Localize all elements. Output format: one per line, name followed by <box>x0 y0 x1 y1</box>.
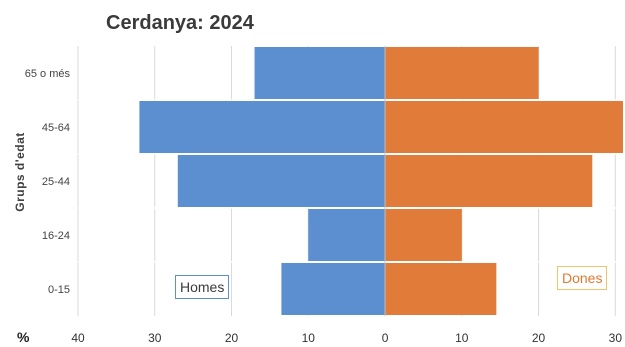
y-tick-label: 25-44 <box>42 176 70 188</box>
legend-dones: Dones <box>557 266 608 290</box>
x-axis-unit-label: % <box>17 329 30 345</box>
x-tick-label: 40 <box>71 331 85 345</box>
y-tick-label: 45-64 <box>42 122 70 134</box>
x-tick-label: 10 <box>455 331 469 345</box>
x-tick-label: 30 <box>609 331 623 345</box>
x-tick-label: 20 <box>532 331 546 345</box>
bar-homes <box>254 47 386 99</box>
x-tick-label: 0 <box>382 331 389 345</box>
bar-dones <box>385 263 497 315</box>
bar-dones <box>385 101 623 153</box>
chart-title: Cerdanya: 2024 <box>106 12 254 34</box>
legend-homes: Homes <box>175 275 230 299</box>
bar-homes <box>308 209 386 261</box>
y-tick-label: 0-15 <box>48 284 70 296</box>
y-tick-label: 65 o més <box>25 68 71 80</box>
x-tick-label: 10 <box>302 331 316 345</box>
x-tick-label: 20 <box>225 331 239 345</box>
bar-dones <box>385 47 539 99</box>
bar-homes <box>139 101 386 153</box>
x-tick-label: 30 <box>148 331 162 345</box>
bar-dones <box>385 209 462 261</box>
bar-dones <box>385 155 593 207</box>
y-tick-label: 16-24 <box>42 230 70 242</box>
bar-homes <box>177 155 386 207</box>
bar-homes <box>281 263 386 315</box>
